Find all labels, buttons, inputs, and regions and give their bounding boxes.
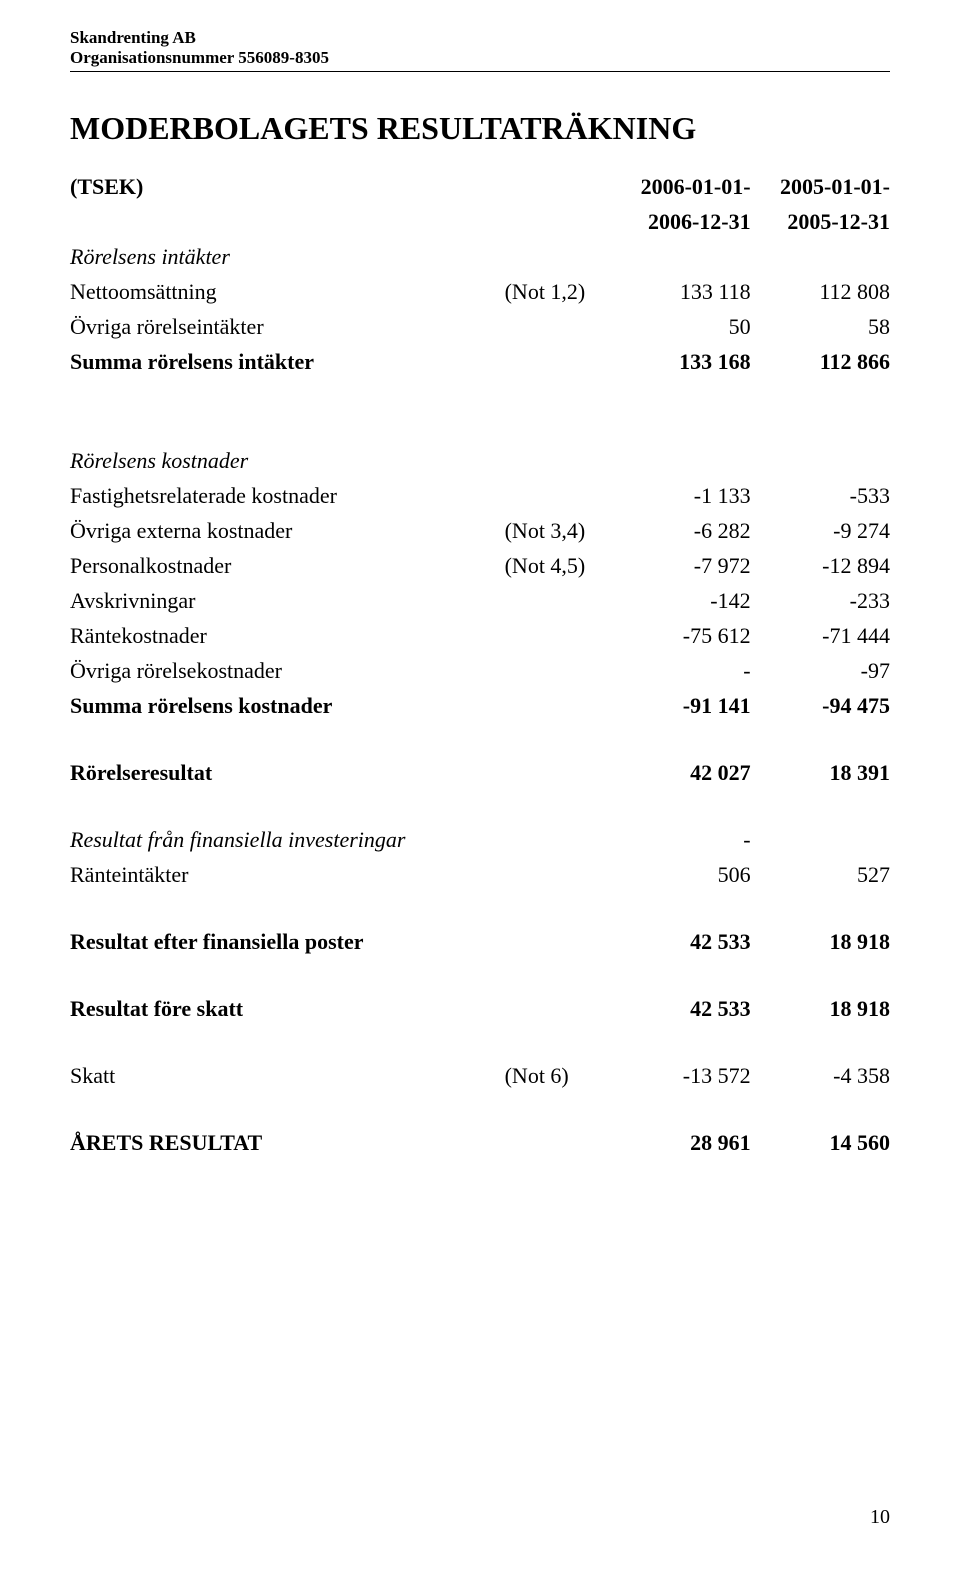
period-a-line2: 2006-12-31 bbox=[611, 204, 750, 239]
skatt-row: Skatt (Not 6) -13 572 -4 358 bbox=[70, 1058, 890, 1093]
cell-value-a: 42 533 bbox=[611, 924, 750, 959]
cell-label: Fastighetsrelaterade kostnader bbox=[70, 478, 505, 513]
cell-note: (Not 6) bbox=[505, 1058, 612, 1093]
cell-label: Rörelseresultat bbox=[70, 755, 505, 790]
cell-value-a: -75 612 bbox=[611, 618, 750, 653]
page-number: 10 bbox=[870, 1506, 890, 1529]
org-number: Organisationsnummer 556089-8305 bbox=[70, 48, 890, 68]
cell-value-b: 58 bbox=[751, 309, 890, 344]
cell-value-b: -233 bbox=[751, 583, 890, 618]
cell-label: Nettoomsättning bbox=[70, 274, 505, 309]
cell-value-a: -13 572 bbox=[611, 1058, 750, 1093]
cell-value-a: 133 118 bbox=[611, 274, 750, 309]
cell-note: (Not 1,2) bbox=[505, 274, 612, 309]
cell-label: Räntekostnader bbox=[70, 618, 505, 653]
cell-label: Övriga rörelseintäkter bbox=[70, 309, 505, 344]
cell-label: Skatt bbox=[70, 1058, 505, 1093]
cell-note: (Not 3,4) bbox=[505, 513, 612, 548]
table-row: Övriga rörelsekostnader - -97 bbox=[70, 653, 890, 688]
cell-value-b: 527 bbox=[751, 857, 890, 892]
cell-value-b: -4 358 bbox=[751, 1058, 890, 1093]
cell-value-a: -6 282 bbox=[611, 513, 750, 548]
table-row: Fastighetsrelaterade kostnader -1 133 -5… bbox=[70, 478, 890, 513]
cell-value-b: 14 560 bbox=[751, 1125, 890, 1160]
note-col-header bbox=[505, 169, 612, 204]
column-header-row2: 2006-12-31 2005-12-31 bbox=[70, 204, 890, 239]
cell-label: Summa rörelsens kostnader bbox=[70, 688, 505, 723]
section-heading-row: Rörelsens intäkter bbox=[70, 239, 890, 274]
section-heading-row: Resultat från finansiella investeringar … bbox=[70, 822, 890, 857]
cell-note: (Not 4,5) bbox=[505, 548, 612, 583]
cell-dash: - bbox=[611, 822, 750, 857]
cell-value-b: -97 bbox=[751, 653, 890, 688]
sum-row: Summa rörelsens kostnader -91 141 -94 47… bbox=[70, 688, 890, 723]
cell-label: Summa rörelsens intäkter bbox=[70, 344, 505, 379]
cell-value-b: 112 866 bbox=[751, 344, 890, 379]
cell-label: Personalkostnader bbox=[70, 548, 505, 583]
cell-value-a: 42 533 bbox=[611, 991, 750, 1026]
header-rule bbox=[70, 71, 890, 72]
efter-finansiella-row: Resultat efter finansiella poster 42 533… bbox=[70, 924, 890, 959]
cell-value-a: -1 133 bbox=[611, 478, 750, 513]
table-row: Personalkostnader (Not 4,5) -7 972 -12 8… bbox=[70, 548, 890, 583]
finansiella-heading: Resultat från finansiella investeringar bbox=[70, 822, 505, 857]
fore-skatt-row: Resultat före skatt 42 533 18 918 bbox=[70, 991, 890, 1026]
cell-value-a: 50 bbox=[611, 309, 750, 344]
cell-label: Avskrivningar bbox=[70, 583, 505, 618]
period-a-line1: 2006-01-01- bbox=[611, 169, 750, 204]
cell-value-a: 506 bbox=[611, 857, 750, 892]
cell-value-a: -91 141 bbox=[611, 688, 750, 723]
cell-label: ÅRETS RESULTAT bbox=[70, 1125, 505, 1160]
cell-value-a: 133 168 bbox=[611, 344, 750, 379]
kostnader-heading: Rörelsens kostnader bbox=[70, 443, 505, 478]
cell-value-b: 18 918 bbox=[751, 991, 890, 1026]
cell-value-a: 42 027 bbox=[611, 755, 750, 790]
cell-label: Ränteintäkter bbox=[70, 857, 505, 892]
arets-resultat-row: ÅRETS RESULTAT 28 961 14 560 bbox=[70, 1125, 890, 1160]
section-heading-row: Rörelsens kostnader bbox=[70, 443, 890, 478]
income-statement-table: (TSEK) 2006-01-01- 2005-01-01- 2006-12-3… bbox=[70, 169, 890, 1160]
table-row: Nettoomsättning (Not 1,2) 133 118 112 80… bbox=[70, 274, 890, 309]
document-header: Skandrenting AB Organisationsnummer 5560… bbox=[70, 28, 890, 69]
table-row: Övriga rörelseintäkter 50 58 bbox=[70, 309, 890, 344]
cell-value-a: -7 972 bbox=[611, 548, 750, 583]
page: Skandrenting AB Organisationsnummer 5560… bbox=[0, 0, 960, 1589]
period-b-line2: 2005-12-31 bbox=[751, 204, 890, 239]
table-row: Övriga externa kostnader (Not 3,4) -6 28… bbox=[70, 513, 890, 548]
column-header-row: (TSEK) 2006-01-01- 2005-01-01- bbox=[70, 169, 890, 204]
cell-label: Övriga rörelsekostnader bbox=[70, 653, 505, 688]
company-name: Skandrenting AB bbox=[70, 28, 890, 48]
cell-label: Övriga externa kostnader bbox=[70, 513, 505, 548]
table-row: Avskrivningar -142 -233 bbox=[70, 583, 890, 618]
cell-value-b: -94 475 bbox=[751, 688, 890, 723]
tsek-label: (TSEK) bbox=[70, 169, 505, 204]
rorelseresultat-row: Rörelseresultat 42 027 18 391 bbox=[70, 755, 890, 790]
cell-value-a: - bbox=[611, 653, 750, 688]
cell-value-b: -12 894 bbox=[751, 548, 890, 583]
cell-value-a: 28 961 bbox=[611, 1125, 750, 1160]
sum-row: Summa rörelsens intäkter 133 168 112 866 bbox=[70, 344, 890, 379]
cell-value-b: -71 444 bbox=[751, 618, 890, 653]
table-row: Räntekostnader -75 612 -71 444 bbox=[70, 618, 890, 653]
cell-value-b: -9 274 bbox=[751, 513, 890, 548]
table-row: Ränteintäkter 506 527 bbox=[70, 857, 890, 892]
cell-value-b: 18 918 bbox=[751, 924, 890, 959]
cell-label: Resultat efter finansiella poster bbox=[70, 924, 505, 959]
cell-value-b: 112 808 bbox=[751, 274, 890, 309]
intakter-heading: Rörelsens intäkter bbox=[70, 239, 505, 274]
cell-value-b: 18 391 bbox=[751, 755, 890, 790]
page-title: MODERBOLAGETS RESULTATRÄKNING bbox=[70, 110, 890, 147]
cell-label: Resultat före skatt bbox=[70, 991, 505, 1026]
cell-value-b: -533 bbox=[751, 478, 890, 513]
period-b-line1: 2005-01-01- bbox=[751, 169, 890, 204]
cell-value-a: -142 bbox=[611, 583, 750, 618]
